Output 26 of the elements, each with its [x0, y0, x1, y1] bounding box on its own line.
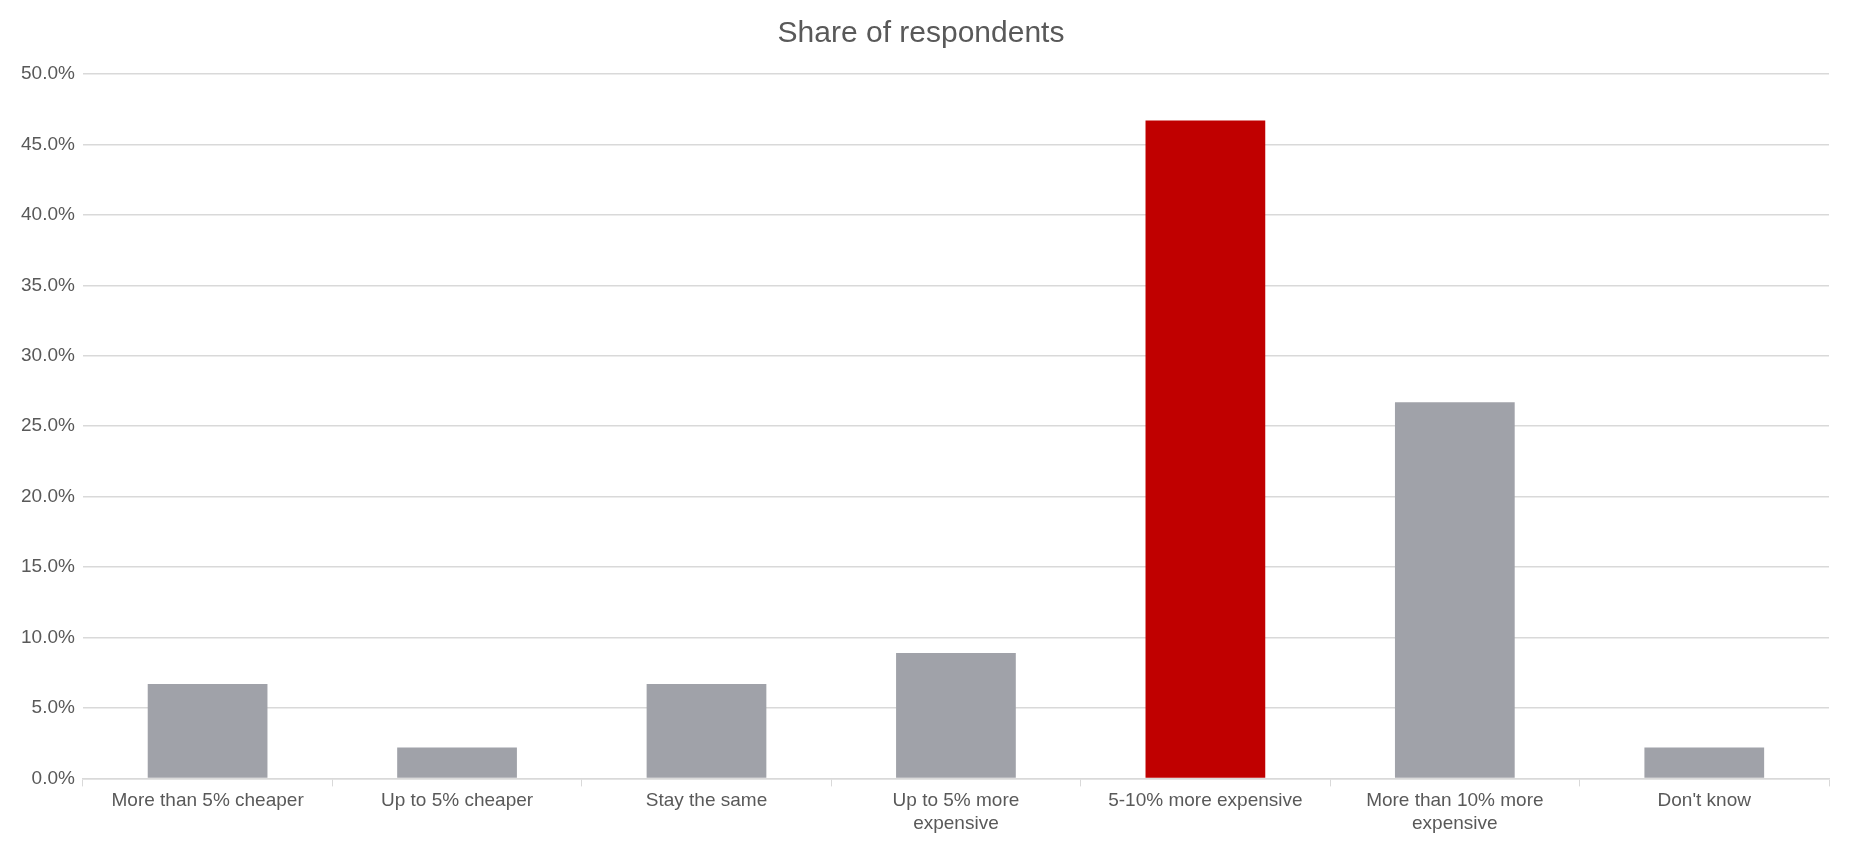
y-tick-label: 40.0%	[21, 203, 75, 225]
y-tick-label: 5.0%	[31, 696, 75, 718]
bar	[1644, 747, 1765, 778]
bar	[1145, 120, 1266, 778]
y-tick-label: 20.0%	[21, 484, 75, 506]
x-tick-label: Up to 5% cheaper	[381, 789, 534, 811]
bar	[147, 684, 268, 778]
x-tick-label: Stay the same	[645, 789, 768, 811]
chart-title: Share of respondents	[777, 15, 1065, 49]
x-tick-label: More than 5% cheaper	[111, 789, 305, 811]
y-tick-label: 50.0%	[21, 62, 75, 84]
y-tick-label: 15.0%	[21, 555, 75, 577]
x-tick-label: Up to 5% more expensive	[892, 789, 1020, 833]
x-tick-label: More than 10% more expensive	[1366, 789, 1544, 833]
bar	[1394, 402, 1515, 778]
bar	[896, 653, 1016, 778]
y-tick-label: 35.0%	[21, 273, 75, 295]
x-tick-label: Don't know	[1657, 789, 1752, 811]
y-tick-label: 25.0%	[21, 414, 75, 436]
y-tick-label: 10.0%	[21, 625, 75, 647]
bar	[397, 747, 517, 778]
y-tick-label: 30.0%	[21, 343, 75, 365]
y-tick-label: 0.0%	[31, 766, 75, 788]
bar	[646, 684, 767, 778]
y-tick-label: 45.0%	[21, 132, 75, 154]
x-tick-label: 5-10% more expensive	[1108, 789, 1303, 811]
